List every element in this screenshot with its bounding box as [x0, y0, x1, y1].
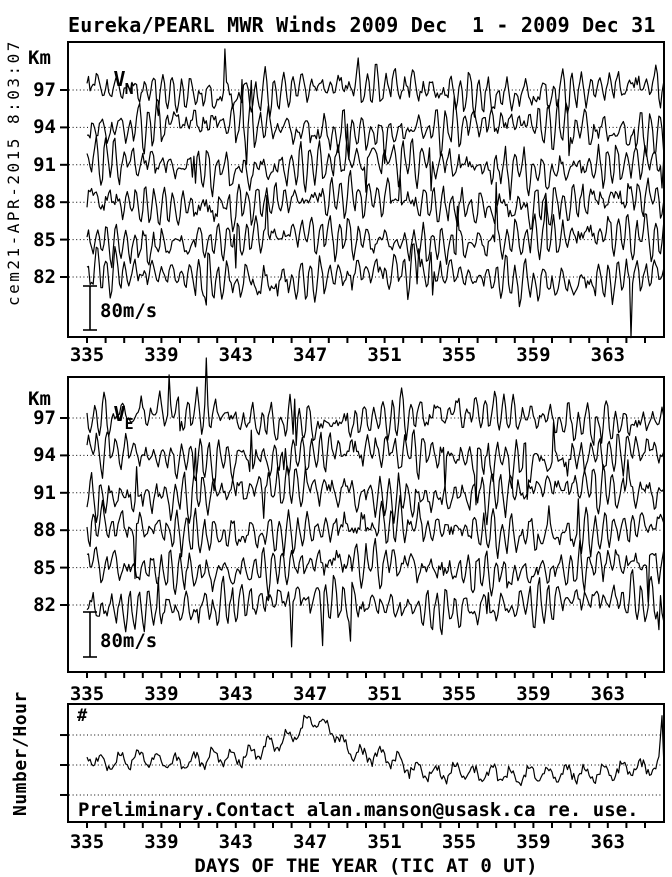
panel1-x-tick-label: 363	[590, 344, 625, 366]
panel2-series-label: VE	[75, 383, 135, 445]
panel1-x-tick-label: 351	[367, 344, 402, 366]
panel1-y-tick-label: 88	[33, 191, 56, 214]
panel3-x-tick-label: 339	[144, 831, 179, 853]
panel1-series-label-main: V	[113, 67, 126, 91]
panel2-x-tick-label: 335	[69, 683, 105, 705]
panel2-y-tick-label: 94	[33, 444, 56, 467]
panel2-x-tick-label: 359	[516, 683, 551, 705]
panel2-scale-bar-label: 80m/s	[100, 630, 158, 652]
panel2-y-tick-label: 85	[33, 556, 56, 579]
panel2-x-tick-label: 347	[293, 683, 328, 705]
panel2-y-tick-label: 88	[33, 519, 56, 542]
panel1-x-tick-label: 339	[144, 344, 179, 366]
panel2-y-units-label: Km	[28, 388, 51, 410]
panel3-y-axis-label: Number/Hour	[10, 691, 31, 816]
panel1-x-tick-label: 359	[516, 344, 551, 366]
panel1-scale-bar-label: 80m/s	[100, 300, 158, 322]
panel1-y-units-label: Km	[28, 47, 51, 69]
panel2-y-tick-label: 91	[33, 481, 56, 504]
panel1-y-tick-label: 85	[33, 228, 56, 251]
panel1-y-tick-label: 97	[33, 79, 56, 101]
panel1-series-label: VN	[75, 48, 135, 110]
panel2-series-label-main: V	[113, 402, 126, 426]
panel3-x-tick-label: 343	[218, 831, 253, 853]
panel1-series-label-sub: N	[124, 80, 134, 98]
panel1-y-tick-label: 94	[33, 116, 56, 139]
panel1-x-tick-label: 355	[441, 344, 477, 366]
preliminary-contact-note: Preliminary.Contact alan.manson@usask.ca…	[78, 799, 639, 821]
panel3-x-tick-label: 351	[367, 831, 402, 853]
panel2-y-tick-label: 97	[33, 407, 56, 429]
panel2-x-tick-label: 343	[218, 683, 253, 705]
panel3-x-tick-label: 335	[69, 831, 105, 853]
panel1-y-tick-label: 91	[33, 153, 56, 176]
panel1-y-tick-label: 82	[33, 266, 56, 288]
panel2-series-label-sub: E	[124, 415, 134, 433]
panel3-series-label: #	[77, 706, 88, 726]
x-axis-title: DAYS OF THE YEAR (TIC AT 0 UT)	[194, 855, 538, 877]
panel3-x-tick-label: 355	[441, 831, 477, 853]
panel2-x-tick-label: 339	[144, 683, 179, 705]
panel3-x-tick-label: 363	[590, 831, 625, 853]
figure-title: Eureka/PEARL MWR Winds 2009 Dec 1 - 2009…	[68, 13, 656, 37]
panel1-x-tick-label: 343	[218, 344, 253, 366]
panel2-y-tick-label: 82	[33, 594, 56, 616]
panel1-x-tick-label: 347	[293, 344, 328, 366]
panel1-x-tick-label: 335	[69, 344, 105, 366]
panel2-x-tick-label: 351	[367, 683, 402, 705]
panel3-x-tick-label: 347	[293, 831, 328, 853]
panel2-x-tick-label: 355	[441, 683, 477, 705]
panel3-x-tick-label: 359	[516, 831, 551, 853]
panel2-x-tick-label: 363	[590, 683, 625, 705]
